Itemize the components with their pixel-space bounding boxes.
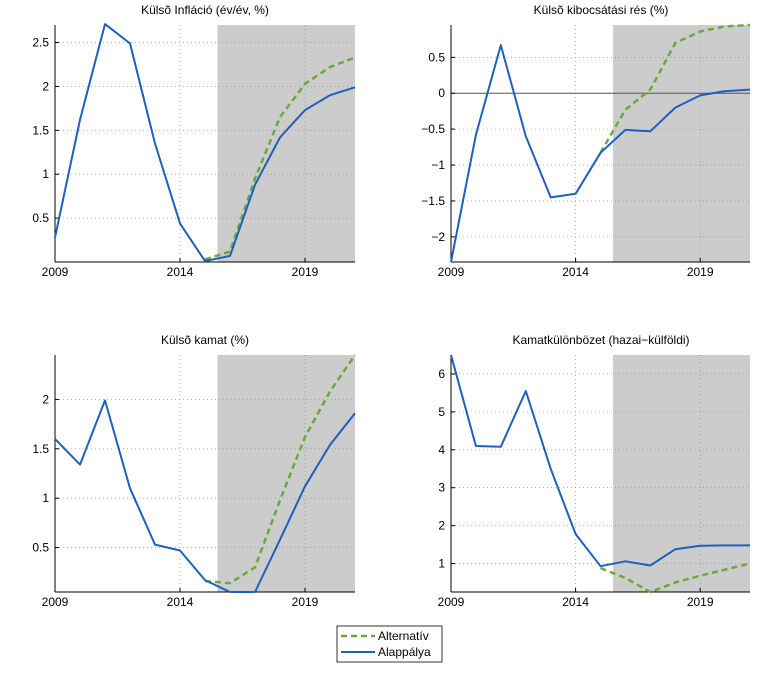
panel-kamatkulonbozet: Kamatkülönbözet (hazai−külföldi) 1 2 3 4 5 6 2… xyxy=(438,333,751,609)
x-tick-label: 2009 xyxy=(438,265,465,279)
series-line-alternativ xyxy=(600,562,751,594)
x-tick-label: 2014 xyxy=(167,595,194,609)
y-tick-label: 2.5 xyxy=(32,36,49,50)
series-line-alappalya xyxy=(54,399,356,593)
y-tick-label: 0 xyxy=(438,86,445,100)
y-tick-label: 1 xyxy=(438,557,445,571)
y-tick-label: −1.5 xyxy=(421,194,445,208)
y-tick-label: −1 xyxy=(431,158,445,172)
y-tick-label: 4 xyxy=(438,443,445,457)
legend-box xyxy=(336,625,443,663)
panel-kulso-inflacio: Külsõ Infláció (év/év, %) 0.5 1 1.5 2 2.5 200… xyxy=(32,3,356,279)
legend-label-alternativ: Alternatív xyxy=(378,629,429,643)
y-tick-label: 2 xyxy=(42,392,49,406)
x-tick-label: 2019 xyxy=(292,595,319,609)
x-tick-label: 2019 xyxy=(687,265,714,279)
series-line-alappalya xyxy=(450,44,751,263)
x-tick-label: 2014 xyxy=(562,595,589,609)
x-tick-label: 2009 xyxy=(438,595,465,609)
forecast-shade xyxy=(217,25,355,262)
x-tick-label: 2019 xyxy=(687,595,714,609)
x-tick-label: 2014 xyxy=(562,265,589,279)
series-line-alternativ xyxy=(599,23,751,154)
panel-title: Külsõ kibocsátási rés (%) xyxy=(534,3,669,17)
series-line-alappalya xyxy=(450,354,750,568)
y-tick-label: 2 xyxy=(42,79,49,93)
panel-title: Kamatkülönbözet (hazai−külföldi) xyxy=(512,333,689,347)
panel-kulso-kibocsatasi-res: Külsõ kibocsátási rés (%) −2 −1.5 −1 −0.5 0 0… xyxy=(421,3,751,279)
y-tick-label: 1.5 xyxy=(32,123,49,137)
x-tick-label: 2014 xyxy=(167,265,194,279)
series-line-alternativ xyxy=(204,354,357,585)
y-tick-label: 1 xyxy=(42,491,49,505)
x-tick-label: 2009 xyxy=(42,595,69,609)
forecast-shade xyxy=(612,25,750,262)
series-line-alappalya xyxy=(54,23,356,263)
y-tick-label: 1.5 xyxy=(32,442,49,456)
legend: Alternatív Alappálya xyxy=(336,625,443,663)
y-tick-label: 0.5 xyxy=(32,541,49,555)
y-tick-label: −2 xyxy=(431,230,445,244)
y-tick-label: 6 xyxy=(438,367,445,381)
y-tick-label: 1 xyxy=(42,167,49,181)
y-tick-label: 5 xyxy=(438,405,445,419)
y-tick-label: 3 xyxy=(438,481,445,495)
x-tick-label: 2019 xyxy=(292,265,319,279)
panel-title: Külsõ kamat (%) xyxy=(161,333,249,347)
series-line-alternativ xyxy=(204,56,356,261)
panel-title: Külsõ Infláció (év/év, %) xyxy=(141,3,269,17)
y-tick-label: −0.5 xyxy=(421,122,445,136)
legend-label-alappalya: Alappálya xyxy=(378,645,431,659)
x-tick-label: 2009 xyxy=(42,265,69,279)
forecast-shade xyxy=(612,355,750,592)
y-tick-label: 0.5 xyxy=(32,211,49,225)
forecast-shade xyxy=(217,355,355,592)
y-tick-label: 2 xyxy=(438,519,445,533)
panel-kulso-kamat: Külsõ kamat (%) 0.5 1 1.5 2 2009 2014 2019 xyxy=(32,333,357,609)
y-tick-label: 0.5 xyxy=(428,50,445,64)
